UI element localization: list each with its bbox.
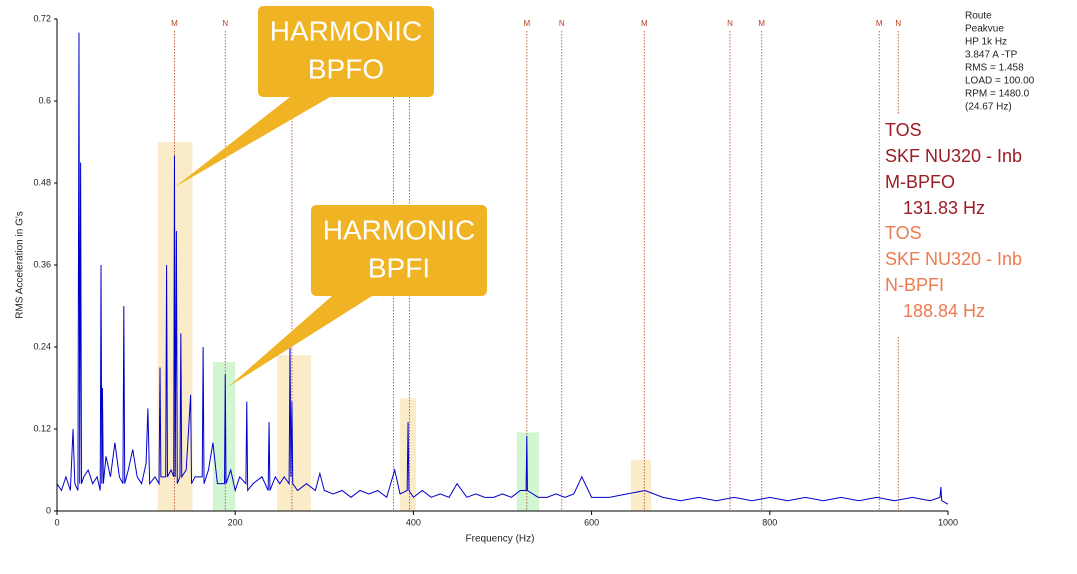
callout-shape <box>228 205 487 387</box>
x-tick-label: 1000 <box>938 517 958 527</box>
marker-label: M <box>641 19 648 28</box>
marker-label: M <box>876 19 883 28</box>
x-tick-label: 600 <box>584 517 599 527</box>
cursor-text: TOS <box>885 120 922 140</box>
marker-label: N <box>222 19 228 28</box>
marker-label: N <box>727 19 733 28</box>
x-axis-label: Frequency (Hz) <box>466 534 535 545</box>
highlight-band <box>630 459 652 511</box>
info-text: LOAD = 100.00 <box>965 76 1035 87</box>
cursor-text: TOS <box>885 223 922 243</box>
cursor-text: SKF NU320 - Inb <box>885 249 1022 269</box>
y-tick-label: 0.24 <box>33 341 51 351</box>
info-text: RMS = 1.458 <box>965 63 1024 74</box>
cursor-text: M-BPFO <box>885 172 955 192</box>
x-tick-label: 400 <box>406 517 421 527</box>
cursor-text: N-BPFI <box>885 275 944 295</box>
y-tick-label: 0.6 <box>38 95 51 105</box>
info-text: Route <box>965 11 992 22</box>
x-tick-label: 200 <box>228 517 243 527</box>
y-tick-label: 0.12 <box>33 423 51 433</box>
y-tick-label: 0.72 <box>33 13 51 23</box>
info-text: 3.847 A -TP <box>965 50 1018 61</box>
plot-area: 0 0.12 0.24 0.36 0.48 0.6 0.72 0 200 400 600 800 100… <box>33 13 958 527</box>
x-tick-label: 0 <box>54 517 59 527</box>
y-axis-label: RMS Acceleration in G's <box>15 211 26 319</box>
callout-text: BPFI <box>368 252 430 283</box>
y-tick-label: 0 <box>46 505 51 515</box>
overlay: HARMONIC BPFO HARMONIC BPFI <box>175 6 487 387</box>
x-tick-label: 800 <box>762 517 777 527</box>
highlight-band <box>516 432 540 511</box>
info-text: Peakvue <box>965 24 1004 35</box>
info-text: (24.67 Hz) <box>965 102 1012 113</box>
info-text: HP 1k Hz <box>965 37 1007 48</box>
cursor-text: 188.84 Hz <box>903 301 985 321</box>
callout-text: BPFO <box>308 53 384 84</box>
y-tick-label: 0.36 <box>33 259 51 269</box>
marker-label: N <box>895 19 901 28</box>
callout-shape <box>175 6 434 187</box>
callout-text: HARMONIC <box>323 214 475 245</box>
marker-label: N <box>559 19 565 28</box>
cursor-text: 131.83 Hz <box>903 198 985 218</box>
callout-text: HARMONIC <box>270 15 422 46</box>
highlight-band <box>277 355 311 511</box>
cursor-panel <box>880 114 1070 336</box>
marker-label: M <box>758 19 765 28</box>
marker-label: M <box>171 19 178 28</box>
info-text: RPM = 1480.0 <box>965 89 1030 100</box>
y-tick-label: 0.48 <box>33 177 51 187</box>
spectrum-line <box>56 32 949 505</box>
cursor-text: SKF NU320 - Inb <box>885 146 1022 166</box>
marker-label: M <box>524 19 531 28</box>
